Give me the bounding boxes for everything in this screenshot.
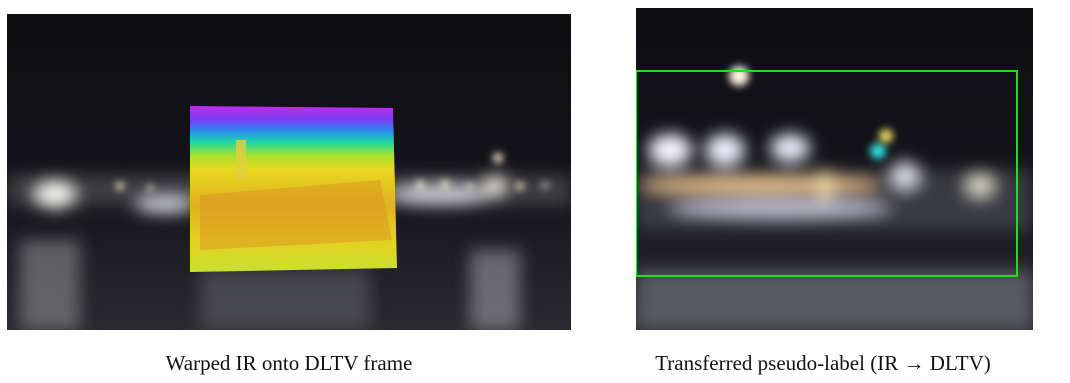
caption: Warped IR onto DLTV frame — [7, 351, 571, 376]
left-image — [7, 14, 571, 330]
figure: Warped IR onto DLTV frame Transferred ps… — [0, 0, 1070, 383]
figure-images — [0, 0, 1070, 383]
right-image — [636, 8, 1033, 330]
caption: Transferred pseudo-label (IR → DLTV) — [576, 351, 1070, 376]
